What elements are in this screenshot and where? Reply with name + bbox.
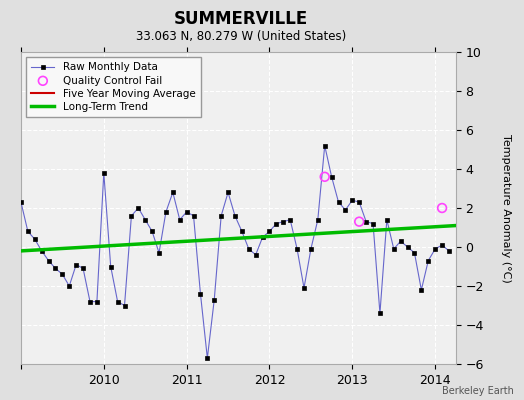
Raw Monthly Data [135,206,141,210]
Raw Monthly Data [322,143,328,148]
Raw Monthly Data [329,174,335,179]
Line: Raw Monthly Data: Raw Monthly Data [19,144,451,360]
Raw Monthly Data [446,248,452,253]
Text: Berkeley Earth: Berkeley Earth [442,386,514,396]
Legend: Raw Monthly Data, Quality Control Fail, Five Year Moving Average, Long-Term Tren: Raw Monthly Data, Quality Control Fail, … [26,57,201,117]
Raw Monthly Data [225,190,231,195]
Raw Monthly Data [439,243,445,248]
Raw Monthly Data [149,229,155,234]
Quality Control Fail [355,218,364,225]
Text: 33.063 N, 80.279 W (United States): 33.063 N, 80.279 W (United States) [136,30,346,43]
Quality Control Fail [438,205,446,211]
Raw Monthly Data [239,229,245,234]
Y-axis label: Temperature Anomaly (°C): Temperature Anomaly (°C) [500,134,511,282]
Text: SUMMERVILLE: SUMMERVILLE [174,10,308,28]
Raw Monthly Data [18,200,24,204]
Quality Control Fail [321,174,329,180]
Raw Monthly Data [204,356,211,360]
